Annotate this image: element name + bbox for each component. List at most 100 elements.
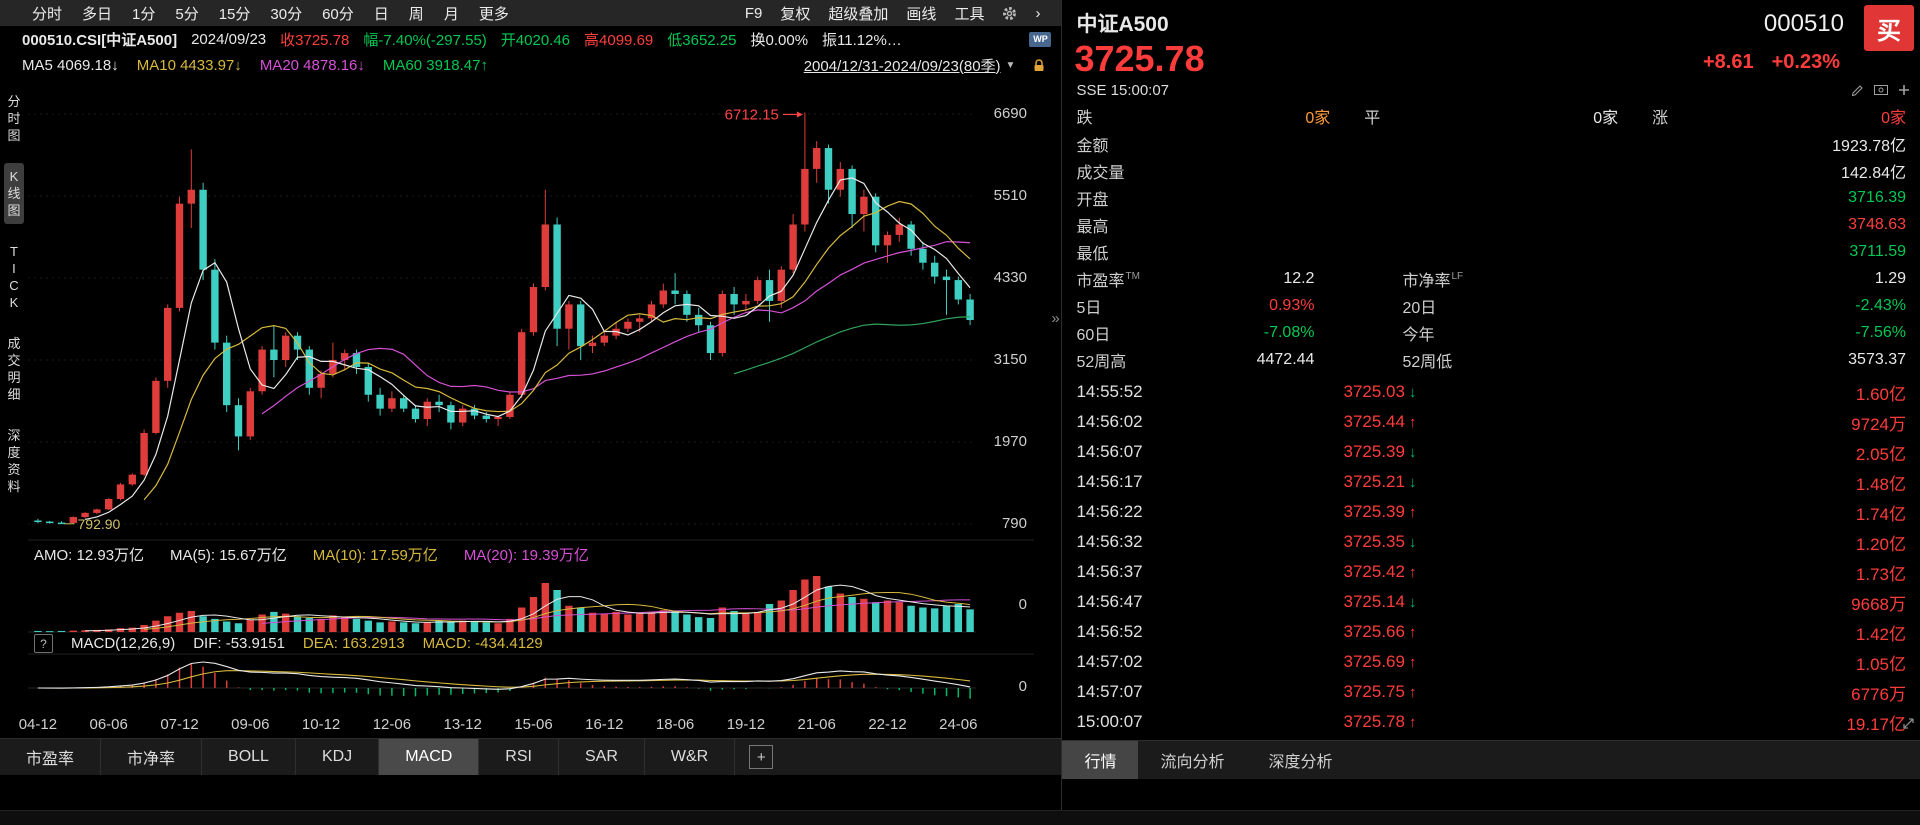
period-tab-30min[interactable]: 30分 [270, 5, 303, 23]
period-tab-1min[interactable]: 1分 [132, 5, 156, 23]
toolbar-tools: F9 复权 超级叠加 画线 工具 › [736, 3, 1050, 24]
period-tab-15min[interactable]: 15分 [218, 5, 251, 23]
side-tab-trade-detail[interactable]: 成交明细 [7, 336, 21, 402]
indicator-tab-pe[interactable]: 市盈率 [0, 739, 102, 775]
side-tab-timeshare-chart[interactable]: 分时图 [7, 94, 21, 143]
lock-icon[interactable] [1033, 58, 1045, 72]
resize-icon[interactable] [1902, 717, 1915, 735]
help-icon[interactable]: ? [34, 634, 53, 653]
indicator-tab-rsi[interactable]: RSI [479, 739, 559, 775]
exchange-time: SSE 15:00:07 [1076, 81, 1170, 99]
super-overlay-button[interactable]: 超级叠加 [828, 5, 889, 23]
tick-row-5: 14:56:32 3725.35 ↓ 1.20亿 [1076, 532, 1906, 554]
stock-code: 000510 [1763, 10, 1844, 37]
arrow-up-icon: ↑ [1408, 563, 1417, 581]
date-range-selector[interactable]: 2004/12/31-2024/09/23(80季) ▼ [804, 55, 1016, 76]
period-tab-week[interactable]: 周 [408, 5, 424, 23]
ma60-value: MA60 3918.47↑ [382, 56, 488, 74]
date-label: 2024/09/23 [191, 30, 267, 48]
x-axis-label: 07-12 [160, 716, 199, 733]
change-percent: +0.23% [1771, 51, 1840, 73]
wp-badge[interactable]: WP [1029, 31, 1052, 47]
indicator-tab-macd[interactable]: MACD [379, 739, 480, 775]
tick-row-3: 14:56:17 3725.21 ↓ 1.48亿 [1076, 472, 1906, 494]
ma-legend-bar: MA5 4069.18↓ MA10 4433.97↓ MA20 4878.16↓… [0, 52, 1061, 78]
x-axis-label: 16-12 [585, 716, 624, 733]
add-icon[interactable] [1898, 84, 1910, 96]
tick-row-11: 15:00:07 3725.78 ↑ 19.17亿 [1076, 712, 1906, 734]
collapse-panel-arrow[interactable]: » [1051, 310, 1060, 327]
y-axis-label: 6690 [993, 105, 1027, 122]
tools-button[interactable]: 工具 [954, 5, 985, 23]
macd-zero-label: 0 [1018, 678, 1027, 695]
period-tab-5min[interactable]: 5分 [175, 5, 199, 23]
turnover-value: 换0.00% [750, 31, 809, 49]
x-axis-label: 22-12 [868, 716, 907, 733]
breadth-down: 跌 0家 [1076, 110, 1331, 127]
y-axis-label: 5510 [993, 187, 1027, 204]
period-tab-multi-day[interactable]: 多日 [82, 5, 113, 23]
period-tabs: 分时 多日 1分 5分 15分 30分 60分 日 周 月 更多 [22, 3, 519, 24]
chevron-down-icon: ▼ [1005, 59, 1016, 71]
screenshot-icon[interactable] [1874, 84, 1888, 96]
tick-row-0: 14:55:52 3725.03 ↓ 1.60亿 [1076, 382, 1906, 404]
low-value: 低3652.25 [667, 31, 737, 49]
info-bar: 000510.CSI[中证A500] 2024/09/23 收3725.78 幅… [0, 26, 1061, 52]
draw-line-button[interactable]: 画线 [906, 5, 937, 23]
ma10-value: MA10 4433.97↓ [136, 56, 242, 74]
arrow-up-icon: ↑ [1408, 503, 1417, 521]
arrow-down-icon: ↓ [1408, 443, 1417, 461]
indicator-tab-kdj[interactable]: KDJ [296, 739, 380, 775]
f9-button[interactable]: F9 [744, 4, 763, 22]
stat-row-4: 最低 3711.59 [1076, 242, 1906, 263]
amo-ma5-value: MA(5): 15.67万亿 [170, 547, 287, 564]
quote-tab-quote[interactable]: 行情 [1062, 741, 1139, 779]
indicator-tab-boll[interactable]: BOLL [202, 739, 296, 775]
macd-legend: ? MACD(12,26,9) DIF: -53.9151 DEA: 163.2… [34, 634, 543, 653]
quote-tab-depth-analysis[interactable]: 深度分析 [1268, 754, 1333, 771]
x-axis-label: 18-06 [655, 716, 695, 733]
ma20-value: MA20 4878.16↓ [259, 56, 365, 74]
period-toolbar: 分时 多日 1分 5分 15分 30分 60分 日 周 月 更多 F9 复权 超级叠加 画线 工具 › [0, 0, 1062, 26]
period-tab-more[interactable]: 更多 [478, 5, 509, 23]
period-tab-day[interactable]: 日 [373, 5, 389, 23]
tick-row-4: 14:56:22 3725.39 ↑ 1.74亿 [1076, 502, 1906, 524]
x-axis-label: 15-06 [514, 716, 553, 733]
quote-tab-flow-analysis[interactable]: 流向分析 [1160, 754, 1225, 771]
period-tab-60min[interactable]: 60分 [322, 5, 354, 23]
quote-tabs: 行情 流向分析 深度分析 [1062, 740, 1920, 779]
dif-value: DIF: -53.9151 [193, 635, 285, 652]
pair-row-1: 5日 0.93% 20日 -2.43% [1076, 296, 1906, 317]
tick-row-8: 14:56:52 3725.66 ↑ 1.42亿 [1076, 622, 1906, 644]
edit-icon[interactable] [1851, 84, 1864, 97]
add-indicator-button[interactable]: + [749, 745, 774, 769]
amo-ma10-value: MA(10): 17.59万亿 [312, 547, 438, 564]
settings-gear-icon[interactable] [1002, 6, 1017, 21]
open-value: 开4020.46 [500, 31, 571, 49]
period-tab-month[interactable]: 月 [443, 5, 459, 23]
indicator-tab-wr[interactable]: W&R [645, 739, 736, 775]
buy-button[interactable]: 买 [1864, 5, 1914, 51]
x-axis-label: 12-06 [372, 716, 412, 733]
y-axis-label: 790 [1001, 515, 1027, 532]
period-tab-timeshare[interactable]: 分时 [32, 5, 63, 23]
pair-row-3: 52周高 4472.44 52周低 3573.37 [1076, 350, 1906, 371]
toolbar-more-chevron-icon[interactable]: › [1035, 4, 1041, 22]
dea-value: DEA: 163.2913 [302, 635, 405, 652]
kline-chart[interactable]: 6712.15 792.90 [28, 78, 1034, 738]
indicator-tab-sar[interactable]: SAR [559, 739, 645, 775]
quote-header: 中证A500 000510 [1062, 0, 1920, 38]
svg-text:792.90: 792.90 [78, 516, 121, 532]
quote-action-icons [1851, 84, 1910, 97]
side-tab-depth-info[interactable]: 深度资料 [7, 428, 21, 494]
stat-row-2: 开盘 3716.39 [1076, 188, 1906, 209]
amo-ma20-value: MA(20): 19.39万亿 [463, 547, 589, 564]
tick-list[interactable]: 14:55:52 3725.03 ↓ 1.60亿 14:56:02 3725.44 ↑ 972… [1062, 373, 1920, 737]
indicator-tab-pb[interactable]: 市净率 [101, 739, 203, 775]
indicator-tabs: 市盈率 市净率 BOLL KDJ MACD RSI SAR W&R + [0, 738, 1062, 775]
restore-rights-button[interactable]: 复权 [780, 5, 811, 23]
time-row: SSE 15:00:07 [1062, 78, 1920, 102]
